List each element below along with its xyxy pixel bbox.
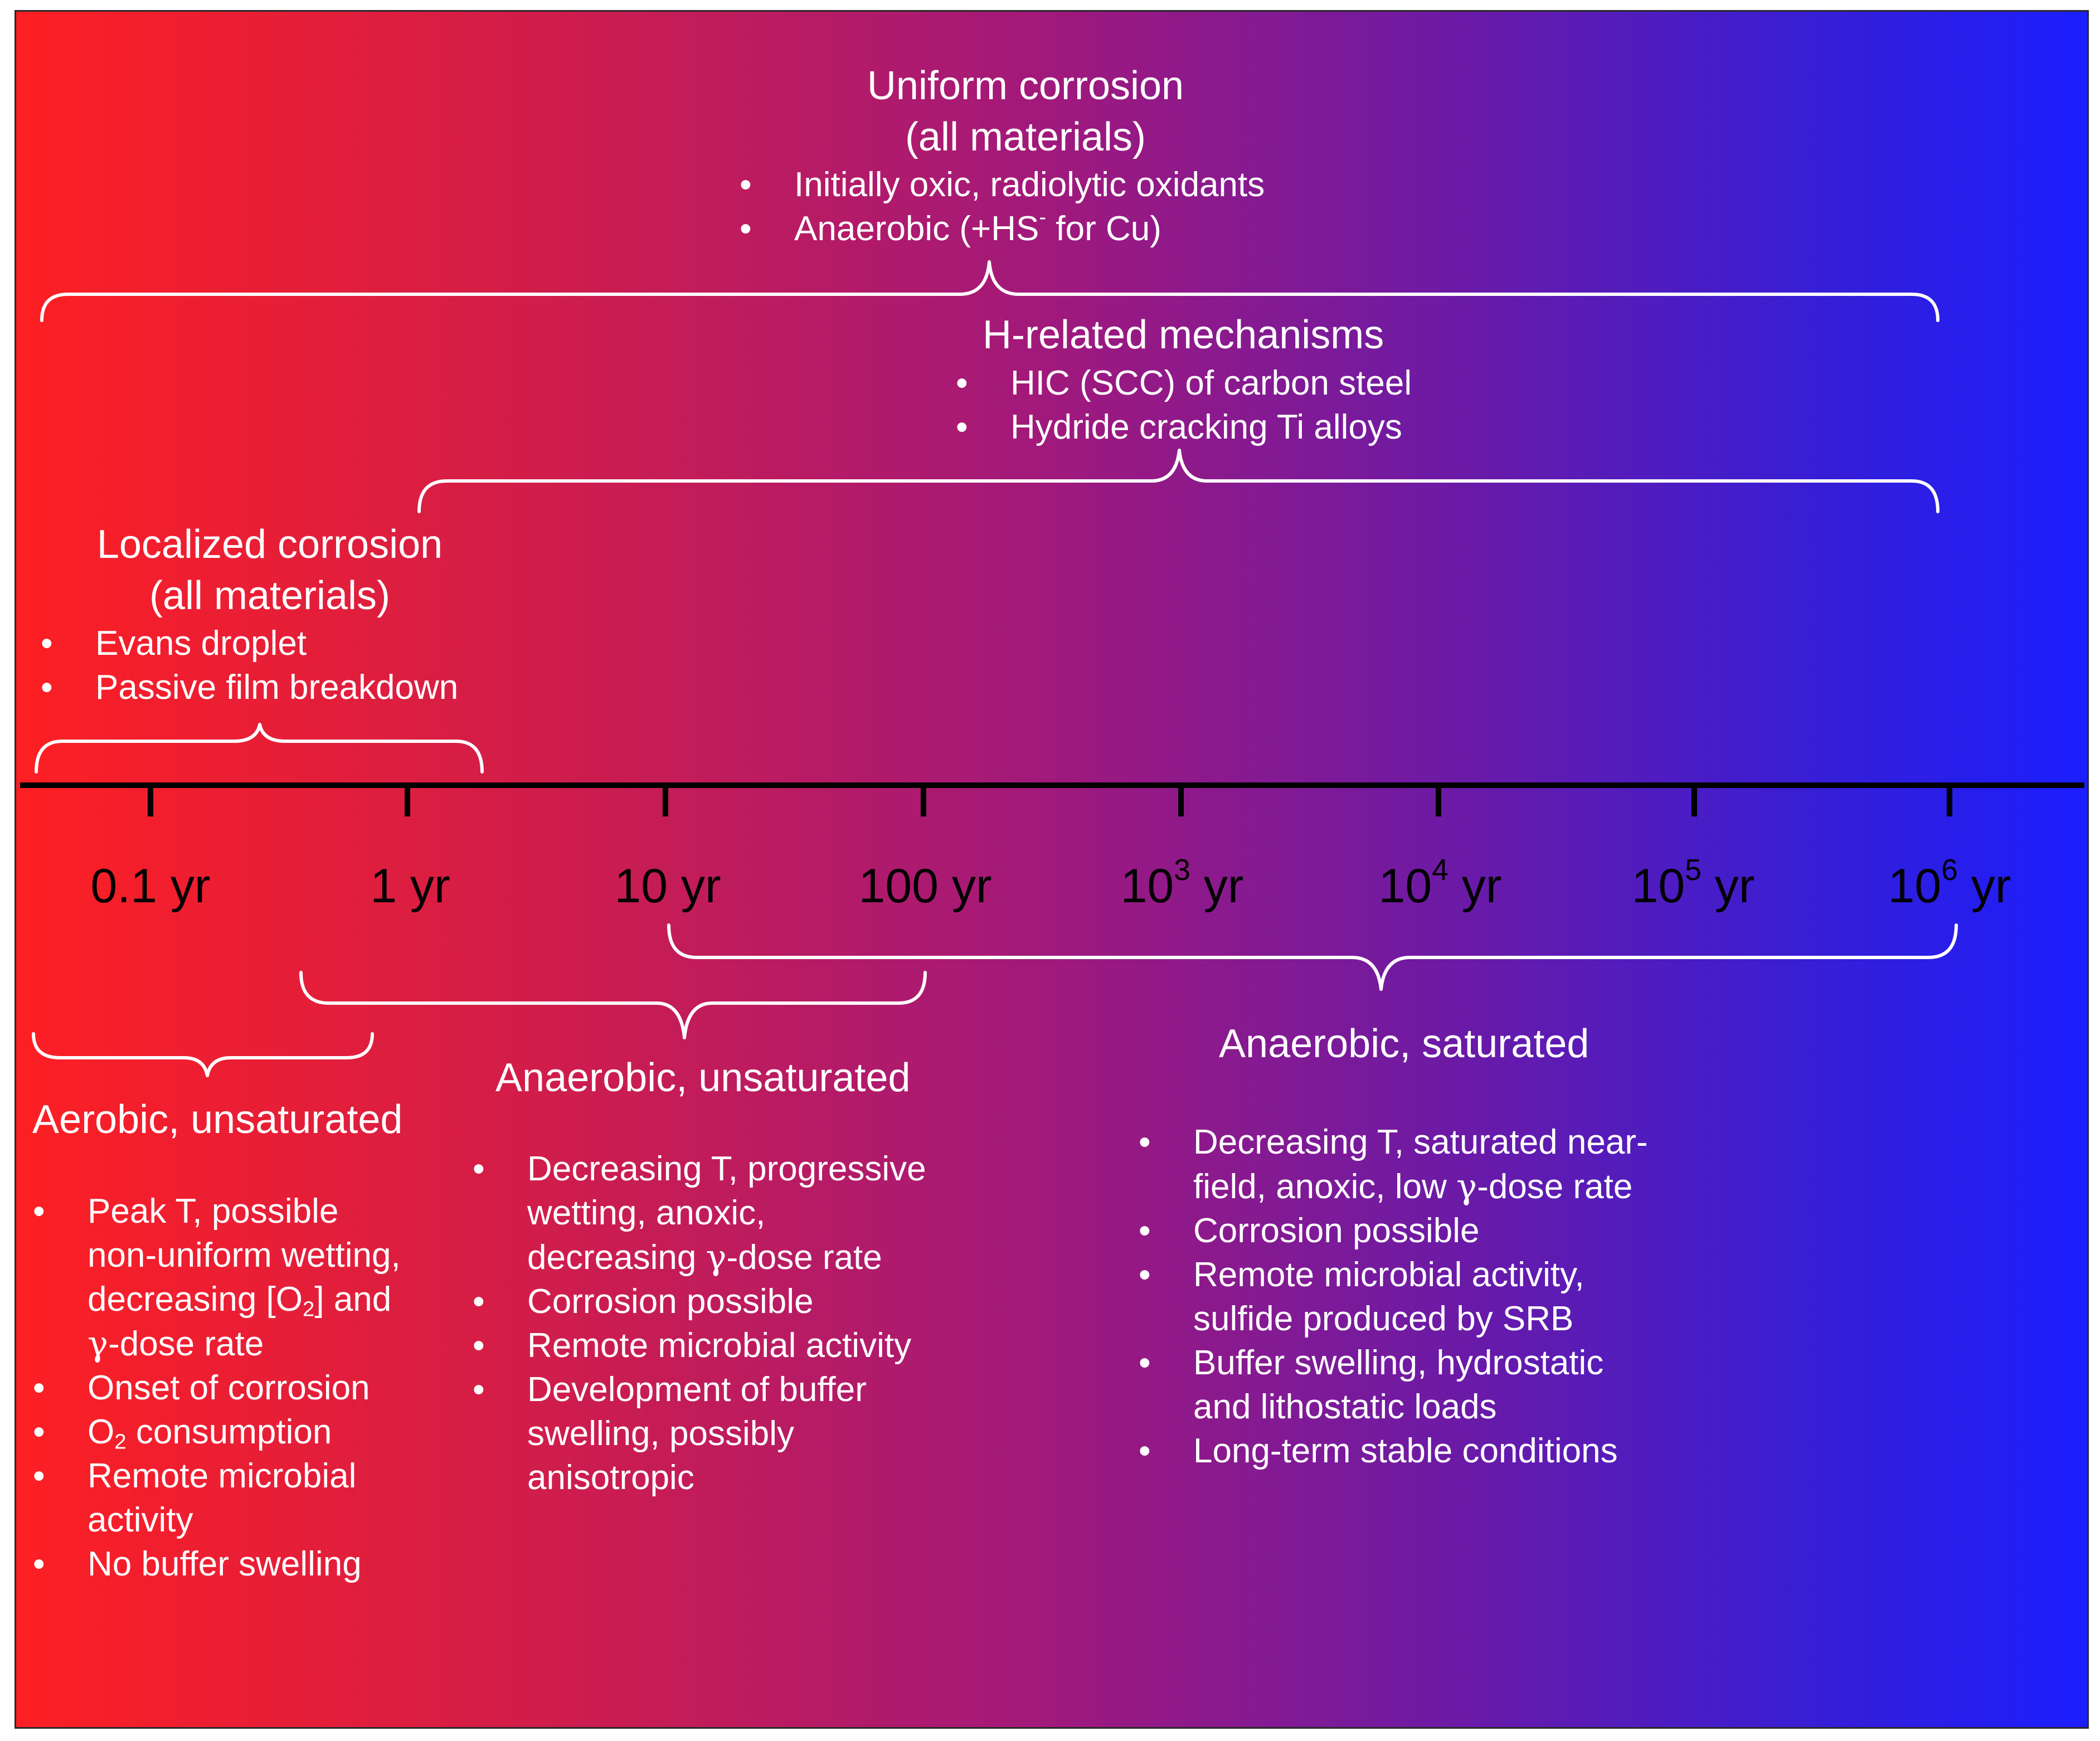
bullet-icon: • (1139, 1256, 1151, 1294)
tick-label: 10 yr (614, 859, 721, 913)
list-item: • Development of buffer swelling, possib… (473, 1368, 926, 1500)
tick-label: 103 yr (1120, 854, 1244, 913)
bullet-icon: • (33, 1369, 45, 1407)
list-item: • Onset of corrosion (33, 1366, 401, 1410)
uniform-title-line1: Uniform corrosion (867, 64, 1184, 108)
list-item: • Peak T, possible non-uniform wetting, … (33, 1189, 401, 1366)
list-item: • Remote microbial activity, sulfide pro… (1139, 1253, 1648, 1341)
list-item: • Corrosion possible (1139, 1209, 1648, 1253)
tick-label: 106 yr (1888, 854, 2011, 913)
bullet-icon: • (41, 624, 53, 663)
bullet-icon: • (1139, 1344, 1151, 1382)
bullet-icon: • (33, 1545, 45, 1583)
list-item: • No buffer swelling (33, 1542, 401, 1586)
bullet-icon: • (1139, 1212, 1151, 1250)
gamma-symbol: γ (88, 1323, 109, 1364)
list-item: • Evans droplet (41, 621, 458, 665)
bullet-icon: • (473, 1326, 485, 1365)
brace-h-related (417, 449, 1939, 513)
tick-label: 100 yr (858, 859, 992, 913)
list-item: • Anaerobic (+HS- for Cu) (740, 206, 1265, 251)
uniform-title-line2: (all materials) (905, 115, 1146, 159)
list-item: • Decreasing T, saturated near- field, a… (1139, 1120, 1648, 1209)
list-item: • Buffer swelling, hydrostatic and litho… (1139, 1341, 1648, 1429)
list-item: • Decreasing T, progressive wetting, ano… (473, 1147, 926, 1280)
bullet-icon: • (33, 1192, 45, 1231)
diagram-panel (14, 10, 2089, 1729)
brace-localized (35, 723, 484, 774)
localized-title-line1: Localized corrosion (96, 522, 443, 567)
list-item: • Remote microbial activity (473, 1324, 926, 1368)
list-item: • Passive film breakdown (41, 665, 458, 709)
brace-uniform (40, 260, 1939, 322)
h-related-list: • HIC (SCC) of carbon steel • Hydride cr… (956, 361, 1412, 449)
brace-aerobic (32, 1032, 374, 1077)
bullet-icon: • (473, 1282, 485, 1321)
anaerobic-saturated-list: • Decreasing T, saturated near- field, a… (1139, 1120, 1648, 1473)
tick-label: 0.1 yr (90, 859, 211, 913)
list-item: • Hydride cracking Ti alloys (956, 405, 1412, 449)
anaerobic-unsaturated-list: • Decreasing T, progressive wetting, ano… (473, 1147, 926, 1500)
bullet-icon: • (740, 166, 752, 204)
list-item: • Corrosion possible (473, 1280, 926, 1324)
bullet-icon: • (473, 1370, 485, 1409)
bullet-icon: • (473, 1150, 485, 1188)
tick-label: 104 yr (1378, 854, 1502, 913)
localized-title: Localized corrosion (all materials) (47, 519, 493, 621)
aerobic-unsaturated-list: • Peak T, possible non-uniform wetting, … (33, 1189, 401, 1586)
bullet-icon: • (1139, 1432, 1151, 1470)
uniform-list: • Initially oxic, radiolytic oxidants • … (740, 163, 1265, 251)
gamma-symbol: γ (706, 1237, 727, 1277)
anaerobic-saturated-title: Anaerobic, saturated (1219, 1022, 1589, 1066)
bullet-icon: • (33, 1413, 45, 1451)
list-item: • HIC (SCC) of carbon steel (956, 361, 1412, 405)
localized-list: • Evans droplet • Passive film breakdown (41, 621, 458, 709)
bullet-icon: • (956, 364, 968, 402)
bullet-icon: • (1139, 1123, 1151, 1161)
tick-label: 105 yr (1631, 854, 1755, 913)
bullet-icon: • (740, 210, 752, 248)
list-item: • Long-term stable conditions (1139, 1429, 1648, 1473)
list-item: • Remote microbial activity (33, 1454, 401, 1542)
anaerobic-unsaturated-title: Anaerobic, unsaturated (495, 1056, 911, 1100)
gamma-symbol: γ (1456, 1166, 1477, 1207)
brace-anaerobic-unsat (299, 971, 927, 1039)
list-item: • O2 consumption (33, 1410, 401, 1454)
h-related-title: H-related mechanisms (983, 313, 1384, 357)
bullet-icon: • (33, 1457, 45, 1495)
uniform-title: Uniform corrosion (all materials) (747, 60, 1304, 163)
bullet-icon: • (41, 668, 53, 707)
brace-anaerobic-sat (667, 923, 1958, 991)
tick-label: 1 yr (370, 859, 450, 913)
localized-title-line2: (all materials) (149, 573, 391, 618)
bullet-icon: • (956, 408, 968, 446)
aerobic-unsaturated-title: Aerobic, unsaturated (32, 1097, 403, 1142)
list-item: • Initially oxic, radiolytic oxidants (740, 163, 1265, 207)
